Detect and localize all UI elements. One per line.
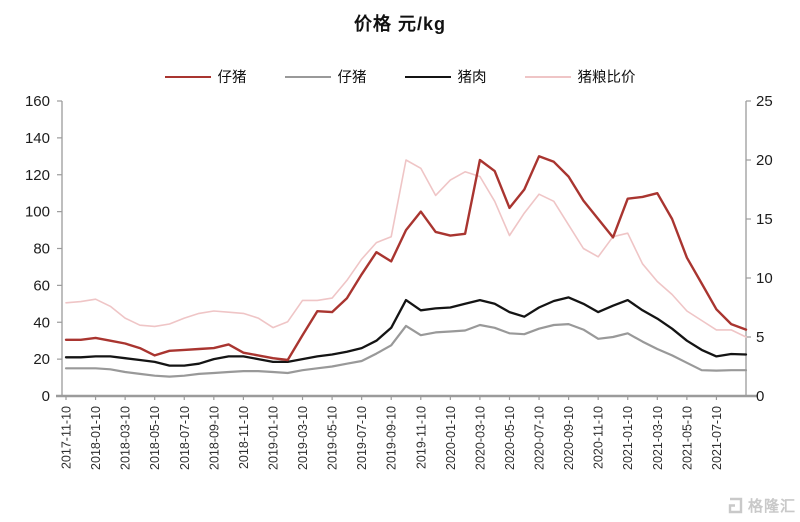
- x-axis-tick-label: 2020-03-10: [473, 406, 487, 470]
- legend-line-swatch-gray: [284, 75, 331, 78]
- legend-line-swatch-red: [164, 75, 211, 78]
- legend-label: 仔猪: [337, 70, 367, 86]
- x-axis-tick-label: 2020-11-10: [592, 406, 606, 469]
- legend-label: 猪肉: [457, 70, 487, 86]
- legend: 仔猪 仔猪 猪肉 猪粮比价: [0, 66, 800, 87]
- x-axis-tick-label: 2019-05-10: [326, 406, 340, 470]
- y-axis-tick-label-left: 40: [33, 314, 50, 331]
- x-axis-tick-label: 2018-09-10: [207, 406, 221, 470]
- chart-title: 价格 元/kg: [353, 14, 446, 34]
- x-axis-tick-label: 2021-01-10: [621, 406, 635, 470]
- x-axis-tick-label: 2020-01-10: [444, 406, 458, 470]
- x-axis-tick-label: 2020-09-10: [562, 406, 576, 470]
- y-axis-tick-label-left: 140: [25, 130, 50, 147]
- series-line-pink: [65, 159, 747, 338]
- legend-item-red: 仔猪: [164, 66, 247, 87]
- y-axis-tick-label-right: 5: [756, 329, 764, 346]
- legend-label: 猪粮比价: [577, 70, 636, 86]
- series-line-red: [64, 155, 748, 362]
- legend-line-swatch-black: [404, 75, 451, 78]
- x-axis-tick-label: 2020-05-10: [503, 406, 517, 470]
- x-axis-tick-label: 2017-11-10: [60, 406, 74, 469]
- gelonghui-logo-icon: [728, 497, 743, 514]
- y-axis-tick-label-left: 20: [33, 351, 50, 368]
- y-axis-tick-label-left: 160: [25, 93, 50, 110]
- x-axis-tick-label: 2021-07-10: [710, 406, 724, 470]
- legend-line-swatch-pink: [524, 75, 571, 78]
- y-axis-tick-label-right: 15: [756, 211, 773, 228]
- legend-item-black: 猪肉: [404, 66, 487, 87]
- x-axis-tick-label: 2019-07-10: [355, 406, 369, 470]
- series-line-black: [64, 296, 748, 367]
- y-axis-tick-label-right: 0: [756, 388, 764, 405]
- y-axis-tick-label-right: 10: [756, 270, 773, 287]
- x-axis-tick-label: 2021-05-10: [680, 406, 694, 470]
- x-axis-tick-label: 2018-03-10: [119, 406, 133, 470]
- x-axis-tick-label: 2018-05-10: [148, 406, 162, 470]
- legend-item-pink: 猪粮比价: [524, 66, 636, 87]
- y-axis-tick-label-right: 20: [756, 152, 773, 169]
- y-axis-tick-label-right: 25: [756, 93, 773, 110]
- x-axis-tick-label: 2019-11-10: [414, 406, 428, 469]
- series-line-gray: [64, 323, 748, 378]
- watermark-brand: 格隆汇: [747, 498, 796, 515]
- x-axis-tick-label: 2019-09-10: [385, 406, 399, 470]
- legend-label: 仔猪: [217, 70, 247, 86]
- x-axis-tick-label: 2018-07-10: [178, 406, 192, 470]
- x-axis-tick-label: 2019-01-10: [266, 406, 280, 470]
- y-axis-tick-label-left: 0: [42, 388, 50, 405]
- x-axis-tick-label: 2020-07-10: [533, 406, 547, 470]
- y-axis-tick-label-left: 80: [33, 241, 50, 258]
- watermark: 格隆汇: [727, 495, 796, 516]
- x-axis-tick-label: 2018-11-10: [237, 406, 251, 469]
- y-axis-tick-label-left: 120: [25, 167, 50, 184]
- y-axis-tick-label-left: 100: [25, 204, 50, 221]
- x-axis-tick-label: 2021-03-10: [651, 406, 665, 470]
- x-axis-tick-label: 2018-01-10: [89, 406, 103, 470]
- y-axis-tick-label-left: 60: [33, 277, 50, 294]
- x-axis-tick-label: 2019-03-10: [296, 406, 310, 470]
- legend-item-gray: 仔猪: [284, 66, 367, 87]
